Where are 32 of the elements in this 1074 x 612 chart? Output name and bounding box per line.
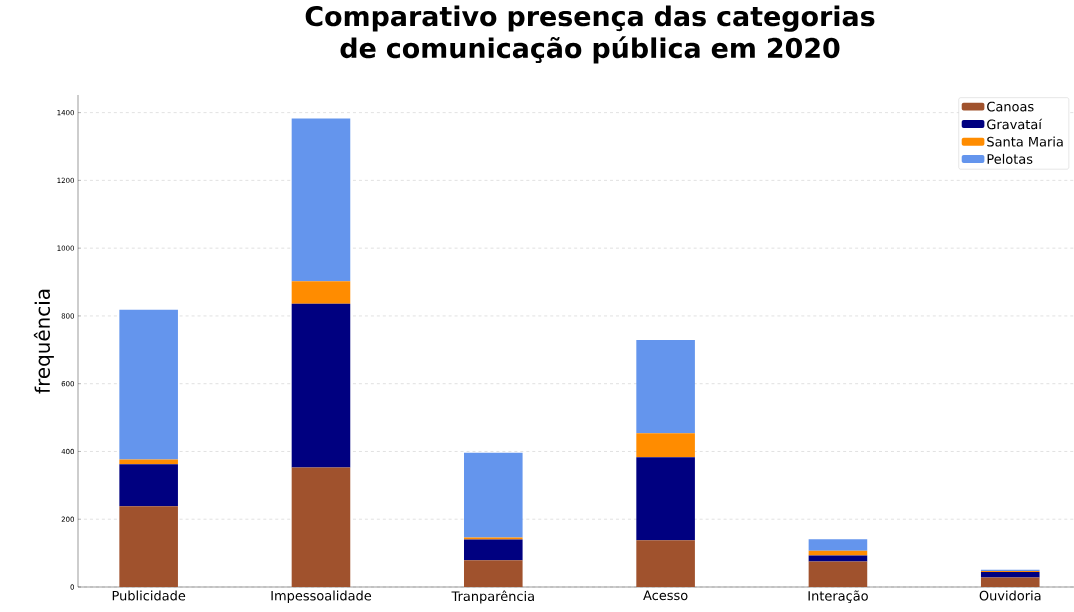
bar — [636, 540, 695, 587]
bar — [291, 281, 351, 304]
bar — [980, 577, 1040, 587]
bar — [119, 506, 178, 587]
legend-label: Pelotas — [987, 153, 1033, 164]
bar — [464, 560, 523, 587]
x-tick-label: Publicidade — [112, 590, 186, 601]
bar — [636, 433, 695, 458]
bar — [808, 555, 868, 562]
legend-label: Canoas — [987, 101, 1034, 112]
x-tick-label: Interação — [808, 590, 868, 604]
bar — [980, 572, 1040, 578]
bar — [291, 303, 351, 468]
bar — [464, 537, 523, 540]
x-tick-label: Acesso — [643, 590, 688, 601]
x-tick-label: Impessoalidade — [271, 590, 372, 604]
bar — [119, 464, 178, 507]
bar — [464, 539, 523, 561]
legend-label: Santa Maria — [987, 136, 1063, 147]
bar — [291, 118, 351, 282]
bar — [808, 539, 868, 551]
x-tick-label: Ouvidoria — [979, 590, 1041, 601]
bar — [291, 467, 351, 587]
chart-title: Comparativo presença das categorias de comunicação pública em 2020 — [305, 5, 875, 64]
bar — [464, 452, 523, 538]
legend-label: Gravataí — [987, 118, 1043, 130]
y-axis-title: frequência — [33, 289, 54, 394]
bar — [119, 309, 178, 460]
bar — [808, 561, 868, 587]
bar — [636, 457, 695, 541]
x-tick-label: Tranparência — [451, 590, 534, 604]
bar — [636, 339, 695, 434]
